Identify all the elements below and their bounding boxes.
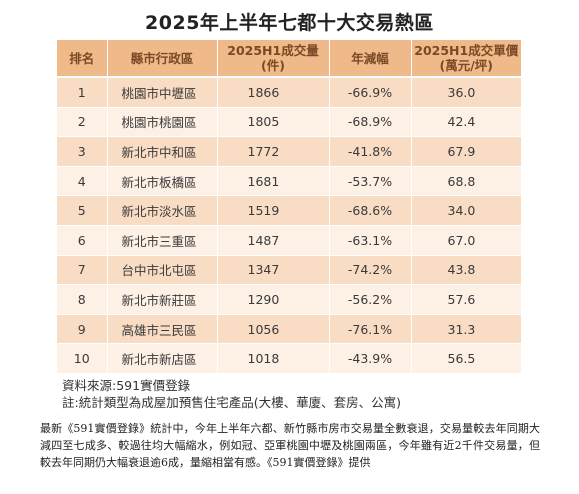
cell-unit-price: 68.8 bbox=[411, 166, 521, 197]
cell-rank: 8 bbox=[57, 284, 108, 315]
header-volume: 2025H1成交量 (件) bbox=[217, 40, 330, 78]
cell-volume: 1487 bbox=[217, 225, 330, 256]
table-row: 7 台中市北屯區 1347 -74.2% 43.8 bbox=[57, 255, 521, 286]
table-row: 5 新北市淡水區 1519 -68.6% 34.0 bbox=[57, 195, 521, 226]
cell-rank: 7 bbox=[57, 255, 108, 286]
header-rank: 排名 bbox=[57, 40, 108, 78]
table-row: 10 新北市新店區 1018 -43.9% 56.5 bbox=[57, 343, 521, 374]
header-volume-label: 2025H1成交量 bbox=[227, 43, 319, 58]
cell-volume: 1866 bbox=[217, 77, 330, 108]
header-price-label: 2025H1成交單價 bbox=[414, 43, 519, 58]
cell-unit-price: 43.8 bbox=[411, 255, 521, 286]
cell-yoy-drop: -41.8% bbox=[329, 136, 412, 167]
cell-district: 桃園市桃園區 bbox=[107, 107, 218, 138]
table-row: 3 新北市中和區 1772 -41.8% 67.9 bbox=[57, 136, 521, 167]
cell-unit-price: 67.0 bbox=[411, 225, 521, 256]
table-row: 1 桃園市中壢區 1866 -66.9% 36.0 bbox=[57, 77, 521, 108]
cell-volume: 1347 bbox=[217, 255, 330, 286]
cell-district: 新北市板橋區 bbox=[107, 166, 218, 197]
cell-volume: 1805 bbox=[217, 107, 330, 138]
header-unit-price: 2025H1成交單價 (萬元/坪) bbox=[411, 40, 521, 78]
cell-unit-price: 42.4 bbox=[411, 107, 521, 138]
header-rank-label: 排名 bbox=[69, 50, 95, 66]
cell-rank: 2 bbox=[57, 107, 108, 138]
cell-unit-price: 57.6 bbox=[411, 284, 521, 315]
cell-yoy-drop: -68.6% bbox=[329, 195, 412, 226]
cell-rank: 10 bbox=[57, 343, 108, 374]
header-district-label: 縣市行政區 bbox=[130, 50, 194, 66]
table-row: 2 桃園市桃園區 1805 -68.9% 42.4 bbox=[57, 107, 521, 138]
cell-yoy-drop: -74.2% bbox=[329, 255, 412, 286]
table-header-row: 排名 縣市行政區 2025H1成交量 (件) 年減幅 2025H1成交單價 (萬… bbox=[57, 40, 521, 78]
hot-zone-table: 排名 縣市行政區 2025H1成交量 (件) 年減幅 2025H1成交單價 (萬… bbox=[57, 40, 521, 374]
header-yoy-label: 年減幅 bbox=[351, 50, 389, 66]
table-row: 9 高雄市三民區 1056 -76.1% 31.3 bbox=[57, 314, 521, 345]
cell-district: 新北市中和區 bbox=[107, 136, 218, 167]
cell-rank: 5 bbox=[57, 195, 108, 226]
cell-unit-price: 31.3 bbox=[411, 314, 521, 345]
note-line: 註:統計類型為成屋加預售住宅產品(大樓、華廈、套房、公寓) bbox=[62, 395, 401, 410]
cell-district: 新北市新店區 bbox=[107, 343, 218, 374]
cell-yoy-drop: -53.7% bbox=[329, 166, 412, 197]
cell-rank: 4 bbox=[57, 166, 108, 197]
cell-rank: 3 bbox=[57, 136, 108, 167]
cell-unit-price: 34.0 bbox=[411, 195, 521, 226]
cell-unit-price: 36.0 bbox=[411, 77, 521, 108]
table-row: 8 新北市新莊區 1290 -56.2% 57.6 bbox=[57, 284, 521, 315]
cell-yoy-drop: -68.9% bbox=[329, 107, 412, 138]
cell-volume: 1772 bbox=[217, 136, 330, 167]
source-note: 資料來源:591實價登錄 註:統計類型為成屋加預售住宅產品(大樓、華廈、套房、公… bbox=[62, 377, 401, 411]
cell-rank: 9 bbox=[57, 314, 108, 345]
cell-district: 新北市淡水區 bbox=[107, 195, 218, 226]
cell-yoy-drop: -43.9% bbox=[329, 343, 412, 374]
cell-rank: 1 bbox=[57, 77, 108, 108]
cell-district: 新北市三重區 bbox=[107, 225, 218, 256]
cell-district: 桃園市中壢區 bbox=[107, 77, 218, 108]
cell-unit-price: 56.5 bbox=[411, 343, 521, 374]
header-district: 縣市行政區 bbox=[107, 40, 218, 78]
cell-rank: 6 bbox=[57, 225, 108, 256]
cell-unit-price: 67.9 bbox=[411, 136, 521, 167]
cell-volume: 1681 bbox=[217, 166, 330, 197]
cell-volume: 1018 bbox=[217, 343, 330, 374]
cell-district: 台中市北屯區 bbox=[107, 255, 218, 286]
page-title: 2025年上半年七都十大交易熱區 bbox=[145, 12, 434, 34]
source-line: 資料來源:591實價登錄 bbox=[62, 378, 191, 393]
cell-district: 高雄市三民區 bbox=[107, 314, 218, 345]
cell-yoy-drop: -76.1% bbox=[329, 314, 412, 345]
header-volume-unit: (件) bbox=[261, 58, 285, 73]
table-row: 4 新北市板橋區 1681 -53.7% 68.8 bbox=[57, 166, 521, 197]
cell-volume: 1056 bbox=[217, 314, 330, 345]
cell-yoy-drop: -63.1% bbox=[329, 225, 412, 256]
cell-yoy-drop: -66.9% bbox=[329, 77, 412, 108]
table-row: 6 新北市三重區 1487 -63.1% 67.0 bbox=[57, 225, 521, 256]
header-yoy-drop: 年減幅 bbox=[329, 40, 412, 78]
cell-yoy-drop: -56.2% bbox=[329, 284, 412, 315]
cell-volume: 1519 bbox=[217, 195, 330, 226]
cell-volume: 1290 bbox=[217, 284, 330, 315]
table-body: 1 桃園市中壢區 1866 -66.9% 36.0 2 桃園市桃園區 1805 -68.9% 42… bbox=[57, 77, 521, 374]
header-price-unit: (萬元/坪) bbox=[439, 58, 494, 73]
article-paragraph: 最新《591實價登錄》統計中，今年上半年六都、新竹縣市房市交易量全數衰退，交易量… bbox=[40, 422, 540, 469]
cell-district: 新北市新莊區 bbox=[107, 284, 218, 315]
